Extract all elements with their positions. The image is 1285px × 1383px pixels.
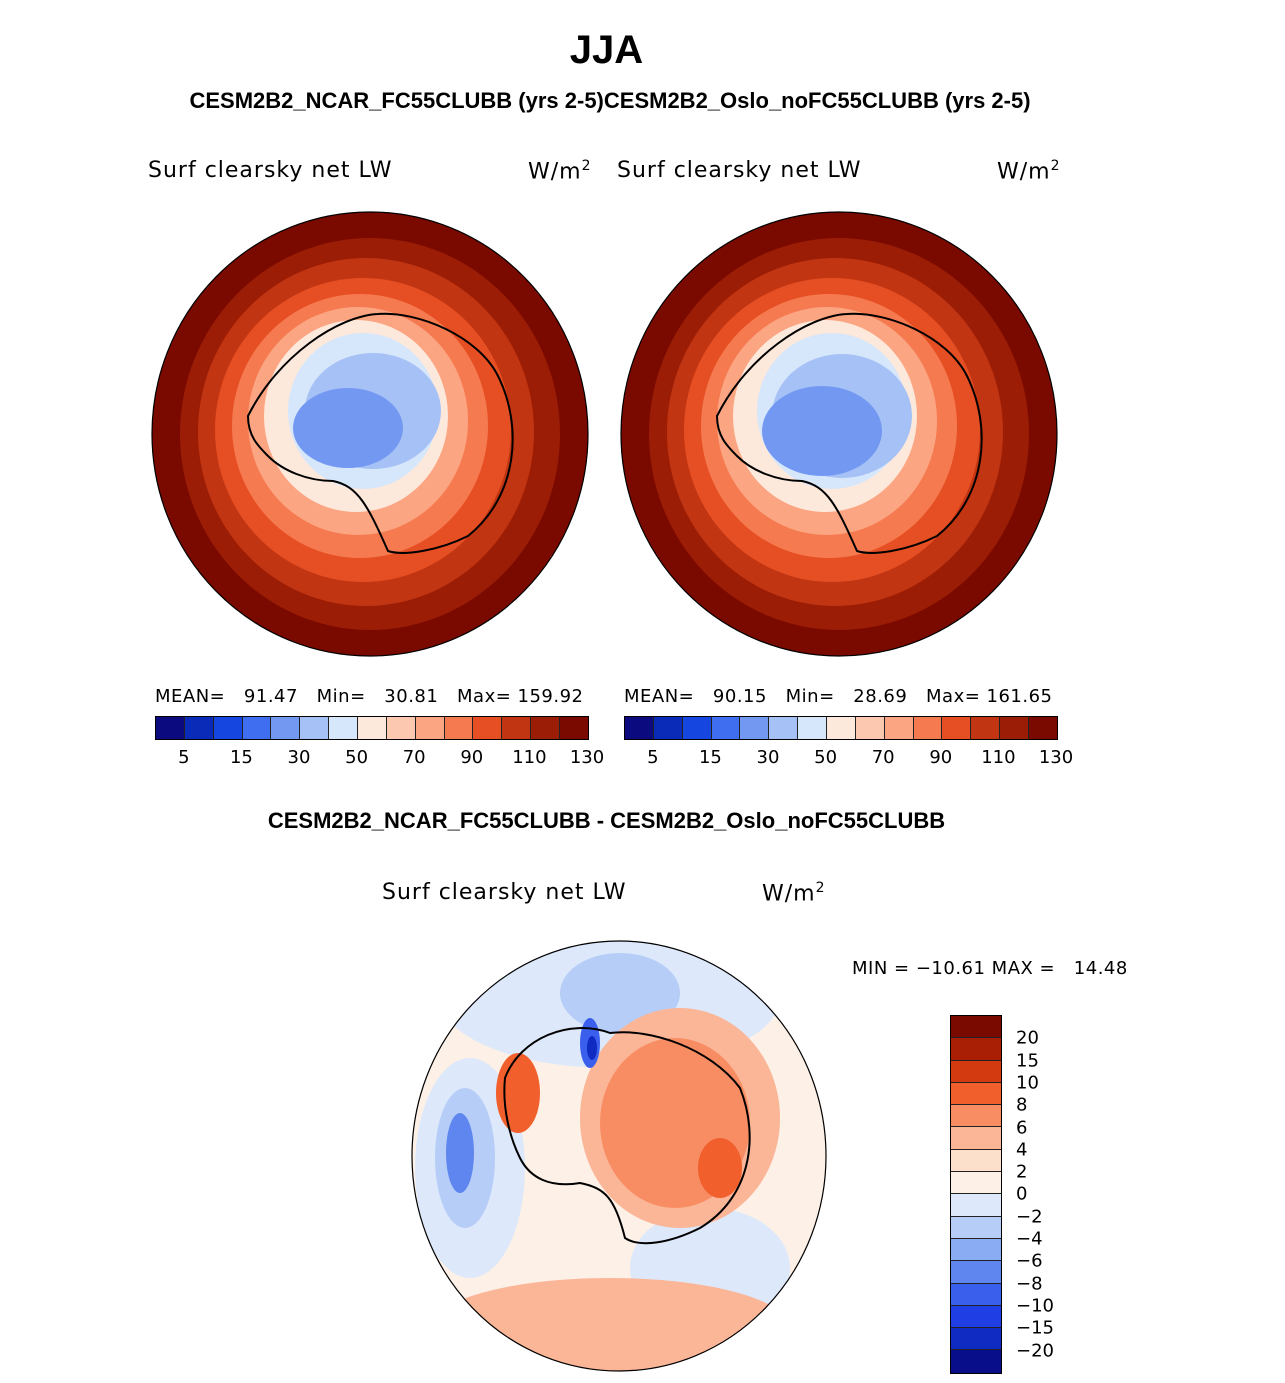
colorbar-bin — [625, 717, 654, 739]
colorbar-tick-label: 70 — [402, 747, 426, 768]
colorbar-bin — [300, 717, 330, 739]
colorbar-bin — [769, 717, 799, 739]
colorbar-tick-label: 15 — [229, 747, 253, 768]
diff-units: W/m2 — [762, 880, 826, 907]
colorbar-tick-label: −20 — [1016, 1340, 1054, 1361]
colorbar-tick-label: −15 — [1016, 1317, 1054, 1339]
colorbar-bin — [242, 717, 272, 739]
colorbar-bin — [951, 1016, 1001, 1039]
colorbar-tick-label: 15 — [1016, 1050, 1039, 1072]
colorbar-tick-label: 0 — [1016, 1183, 1028, 1205]
colorbar-bin — [951, 1328, 1001, 1351]
colorbar-bin — [951, 1127, 1001, 1150]
panel2-variable-label: Surf clearsky net LW — [617, 158, 862, 183]
colorbar-bin — [951, 1283, 1001, 1306]
colorbar-bin — [531, 717, 561, 739]
colorbar-tick-label: 30 — [756, 747, 780, 768]
colorbar-tick-label: 110 — [981, 747, 1016, 768]
colorbar-bin — [1000, 717, 1030, 739]
colorbar-tick-label: −10 — [1016, 1295, 1054, 1317]
colorbar-bin — [798, 717, 828, 739]
colorbar-bin — [951, 1194, 1001, 1217]
colorbar-bin — [884, 717, 914, 739]
map-panel1-ncar — [151, 211, 589, 657]
colorbar-bin — [184, 717, 214, 739]
colorbar-bin — [444, 717, 474, 739]
colorbar-tick-label: 2 — [1016, 1161, 1028, 1183]
colorbar-tick-label: 8 — [1016, 1094, 1028, 1116]
colorbar-tick-label: 20 — [1016, 1027, 1039, 1049]
colorbar-bin — [682, 717, 712, 739]
panel1-units: W/m2 — [528, 158, 592, 185]
map-panel2-oslo — [620, 211, 1058, 657]
colorbar-bin — [213, 717, 243, 739]
diff-min-max: MIN = −10.61 MAX = 14.48 — [852, 958, 1128, 979]
colorbar-tick-label: 130 — [1038, 747, 1074, 768]
colorbar-bin — [560, 717, 588, 739]
colorbar-bin — [951, 1060, 1001, 1083]
colorbar-bin — [1029, 717, 1057, 739]
diff-colorbar — [950, 1015, 1002, 1374]
colorbar-bin — [951, 1216, 1001, 1239]
diff-variable-label: Surf clearsky net LW — [382, 880, 627, 905]
colorbar-bin — [951, 1149, 1001, 1173]
colorbar-tick-label: 50 — [345, 747, 369, 768]
colorbar-bin — [653, 717, 683, 739]
panel1-variable-label: Surf clearsky net LW — [148, 158, 393, 183]
colorbar-bin — [156, 717, 185, 739]
colorbar-bin — [271, 717, 301, 739]
colorbar-bin — [951, 1172, 1001, 1195]
colorbar-tick-label: 90 — [929, 747, 953, 768]
colorbar-bin — [951, 1305, 1001, 1329]
panel2-units: W/m2 — [997, 158, 1061, 185]
colorbar-bin — [951, 1350, 1001, 1373]
colorbar-bin — [951, 1105, 1001, 1128]
panel2-colorbar — [624, 716, 1058, 740]
panel1-colorbar-ticks: 5 15 30 50 70 90 110 130 — [155, 747, 604, 769]
colorbar-tick-label: 15 — [698, 747, 722, 768]
colorbar-bin — [913, 717, 943, 739]
colorbar-bin — [386, 717, 416, 739]
colorbar-tick-label: −2 — [1016, 1206, 1043, 1228]
colorbar-tick-label: 110 — [512, 747, 547, 768]
colorbar-tick-label: 5 — [178, 747, 190, 768]
colorbar-bin — [358, 717, 387, 739]
colorbar-bin — [971, 717, 1001, 739]
colorbar-bin — [740, 717, 770, 739]
colorbar-tick-label: 130 — [569, 747, 605, 768]
colorbar-bin — [855, 717, 885, 739]
panel2-stats: MEAN= 90.15 Min= 28.69 Max= 161.65 — [624, 686, 1053, 707]
colorbar-bin — [942, 717, 972, 739]
colorbar-tick-label: −8 — [1016, 1273, 1043, 1295]
cases-subtitle: CESM2B2_NCAR_FC55CLUBB (yrs 2-5)CESM2B2_… — [189, 88, 1031, 113]
difference-subtitle: CESM2B2_NCAR_FC55CLUBB - CESM2B2_Oslo_no… — [267, 808, 946, 833]
season-title: JJA — [569, 28, 644, 72]
colorbar-tick-label: 90 — [460, 747, 484, 768]
colorbar-tick-label: −4 — [1016, 1228, 1043, 1250]
colorbar-bin — [951, 1082, 1001, 1106]
colorbar-tick-label: −6 — [1016, 1250, 1043, 1272]
colorbar-bin — [711, 717, 741, 739]
colorbar-tick-label: 4 — [1016, 1139, 1028, 1161]
colorbar-bin — [329, 717, 359, 739]
map-difference — [411, 940, 827, 1372]
colorbar-tick-label: 5 — [647, 747, 659, 768]
colorbar-bin — [951, 1261, 1001, 1284]
colorbar-bin — [951, 1238, 1001, 1262]
colorbar-bin — [502, 717, 532, 739]
colorbar-tick-label: 50 — [814, 747, 838, 768]
colorbar-bin — [827, 717, 856, 739]
colorbar-tick-label: 30 — [287, 747, 311, 768]
colorbar-tick-label: 6 — [1016, 1117, 1028, 1138]
colorbar-bin — [415, 717, 445, 739]
colorbar-bin — [951, 1038, 1001, 1061]
colorbar-tick-label: 70 — [871, 747, 895, 768]
colorbar-tick-label: 10 — [1016, 1072, 1039, 1094]
colorbar-bin — [473, 717, 503, 739]
panel1-colorbar — [155, 716, 589, 740]
panel2-colorbar-ticks: 5 15 30 50 70 90 110 130 — [624, 747, 1073, 769]
panel1-stats: MEAN= 91.47 Min= 30.81 Max= 159.92 — [155, 686, 584, 707]
